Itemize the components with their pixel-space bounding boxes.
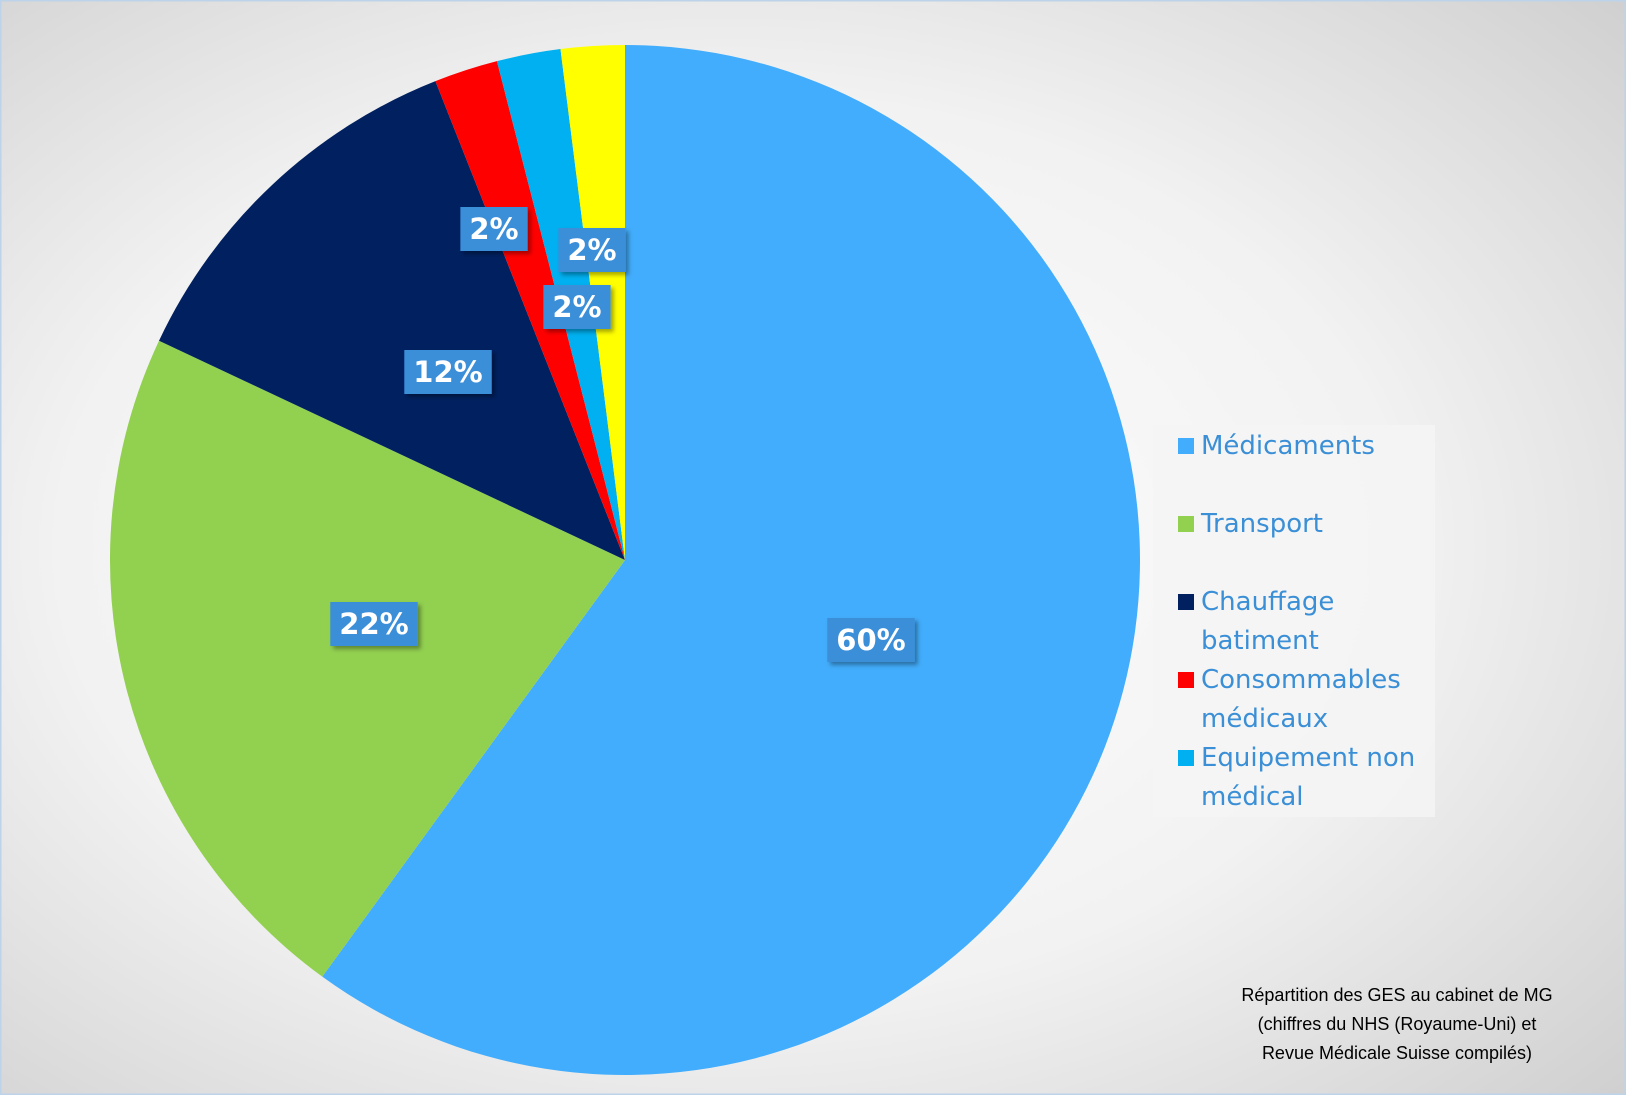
legend-line: Consommables xyxy=(1201,665,1409,695)
legend-line: Equipement non xyxy=(1201,743,1424,773)
legend-line: batiment xyxy=(1201,626,1319,656)
data-label-text: 2% xyxy=(567,233,616,267)
legend-swatch xyxy=(1178,672,1194,688)
annotation: Répartition des GES au cabinet de MG xyxy=(1241,985,1552,1005)
legend-label: Chauffage batiment xyxy=(1201,587,1343,656)
data-label-box xyxy=(330,602,418,646)
data-label: 2% xyxy=(460,207,528,251)
data-label-text: 60% xyxy=(836,623,905,657)
legend-swatch xyxy=(1178,438,1194,454)
annotation: Revue Médicale Suisse compilés) xyxy=(1262,1043,1532,1063)
data-label-text: 12% xyxy=(413,355,482,389)
data-label: 2% xyxy=(558,228,626,272)
legend-box xyxy=(1153,425,1435,817)
legend-label: Transport xyxy=(1200,509,1323,539)
pie-slice xyxy=(435,61,625,560)
pie-slice xyxy=(159,81,625,561)
data-label: 60% xyxy=(827,618,915,662)
legend-line: médicaux xyxy=(1201,704,1328,734)
legend-label: Médicaments xyxy=(1201,431,1375,461)
data-label: 2% xyxy=(543,285,611,329)
legend-swatch xyxy=(1178,750,1194,766)
annotation: (chiffres du NHS (Royaume-Uni) et xyxy=(1258,1014,1537,1034)
legend-line: Chauffage xyxy=(1201,587,1343,617)
data-label-text: 2% xyxy=(552,290,601,324)
data-label-box xyxy=(543,285,611,329)
data-label: 22% xyxy=(330,602,418,646)
legend-label: Equipement non médical xyxy=(1201,743,1424,812)
data-label-text: 22% xyxy=(339,607,408,641)
data-label-box xyxy=(460,207,528,251)
data-label-box xyxy=(558,228,626,272)
data-label: 12% xyxy=(404,350,492,394)
data-label-box xyxy=(827,618,915,662)
data-label-box xyxy=(404,350,492,394)
pie-slice xyxy=(322,45,1140,1075)
data-label-text: 2% xyxy=(469,212,518,246)
legend-line: Transport xyxy=(1200,509,1323,539)
legend-label: Consommables médicaux xyxy=(1201,665,1409,734)
legend-line: médical xyxy=(1201,782,1304,812)
legend-swatch xyxy=(1178,516,1194,532)
legend-swatch xyxy=(1178,594,1194,610)
pie-slice xyxy=(110,340,626,977)
legend-line: Médicaments xyxy=(1201,431,1375,461)
